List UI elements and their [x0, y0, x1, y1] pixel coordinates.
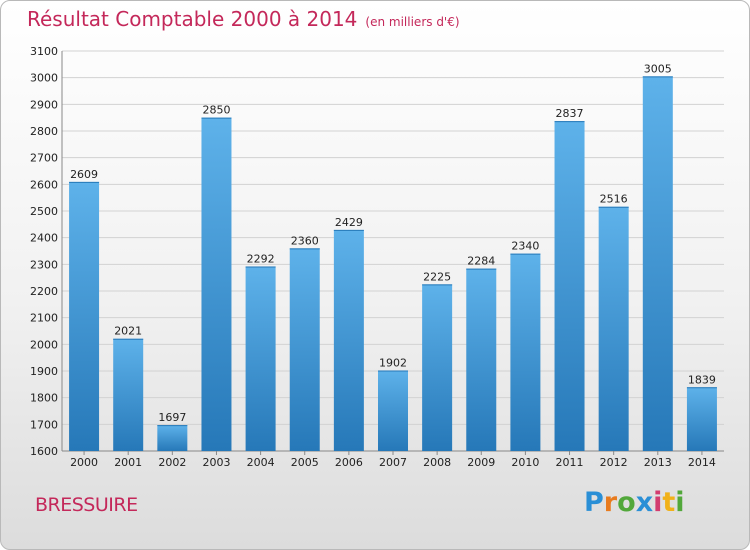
bar: [378, 370, 408, 451]
title-unit: (en milliers d'€): [365, 15, 460, 29]
title-main: Résultat Comptable 2000 à 2014: [27, 7, 358, 31]
bar: [69, 181, 100, 451]
x-tick-label: 2014: [688, 456, 716, 469]
bar: [642, 76, 673, 451]
y-tick-label: 2700: [30, 152, 58, 165]
y-tick-label: 2200: [30, 285, 58, 298]
bar: [686, 387, 717, 451]
data-label: 2021: [114, 325, 142, 338]
y-tick-label: 2500: [30, 205, 58, 218]
data-label: 2429: [335, 216, 363, 229]
bar: [113, 338, 144, 451]
data-label: 2292: [247, 252, 275, 265]
y-tick-label: 1800: [30, 392, 58, 405]
data-label: 2516: [600, 193, 628, 206]
bar: [510, 253, 541, 451]
data-label: 2340: [511, 240, 539, 253]
y-tick-label: 2000: [30, 338, 58, 351]
y-tick-label: 2800: [30, 125, 58, 138]
bar: [289, 248, 320, 451]
x-tick-label: 2011: [556, 456, 584, 469]
city-label: BRESSUIRE: [35, 494, 138, 516]
data-label: 2850: [202, 104, 230, 117]
data-label: 2284: [467, 255, 495, 268]
x-tick-label: 2002: [158, 456, 186, 469]
x-tick-label: 2003: [202, 456, 230, 469]
x-tick-label: 2001: [114, 456, 142, 469]
data-label: 3005: [644, 62, 672, 75]
bar: [422, 284, 453, 451]
data-label: 2360: [291, 234, 319, 247]
x-tick-label: 2009: [467, 456, 495, 469]
y-tick-label: 2400: [30, 232, 58, 245]
x-tick-label: 2005: [291, 456, 319, 469]
data-label: 1902: [379, 356, 407, 369]
x-tick-label: 2012: [600, 456, 628, 469]
proxiti-logo: Proxiti: [584, 487, 685, 518]
y-tick-label: 1700: [30, 418, 58, 431]
bar: [598, 206, 629, 451]
bar: [201, 117, 232, 452]
x-tick-label: 2004: [247, 456, 275, 469]
y-tick-label: 3100: [30, 45, 58, 58]
x-tick-label: 2006: [335, 456, 363, 469]
y-tick-label: 2100: [30, 312, 58, 325]
data-label: 1697: [158, 411, 186, 424]
bar: [554, 121, 585, 451]
y-tick-label: 2600: [30, 178, 58, 191]
data-label: 2837: [556, 107, 584, 120]
x-tick-label: 2008: [423, 456, 451, 469]
chart-title: Résultat Comptable 2000 à 2014 (en millie…: [27, 7, 460, 31]
data-label: 2609: [70, 168, 98, 181]
bar: [333, 229, 364, 451]
bar: [157, 425, 188, 451]
x-tick-label: 2007: [379, 456, 407, 469]
bar: [245, 266, 276, 451]
y-tick-label: 1900: [30, 365, 58, 378]
y-tick-label: 2300: [30, 258, 58, 271]
data-label: 2225: [423, 270, 451, 283]
y-tick-label: 3000: [30, 72, 58, 85]
y-tick-label: 2900: [30, 98, 58, 111]
bar: [466, 268, 497, 451]
x-tick-label: 2000: [70, 456, 98, 469]
data-label: 1839: [688, 373, 716, 386]
y-tick-label: 1600: [30, 445, 58, 458]
x-tick-label: 2013: [644, 456, 672, 469]
x-tick-label: 2010: [511, 456, 539, 469]
